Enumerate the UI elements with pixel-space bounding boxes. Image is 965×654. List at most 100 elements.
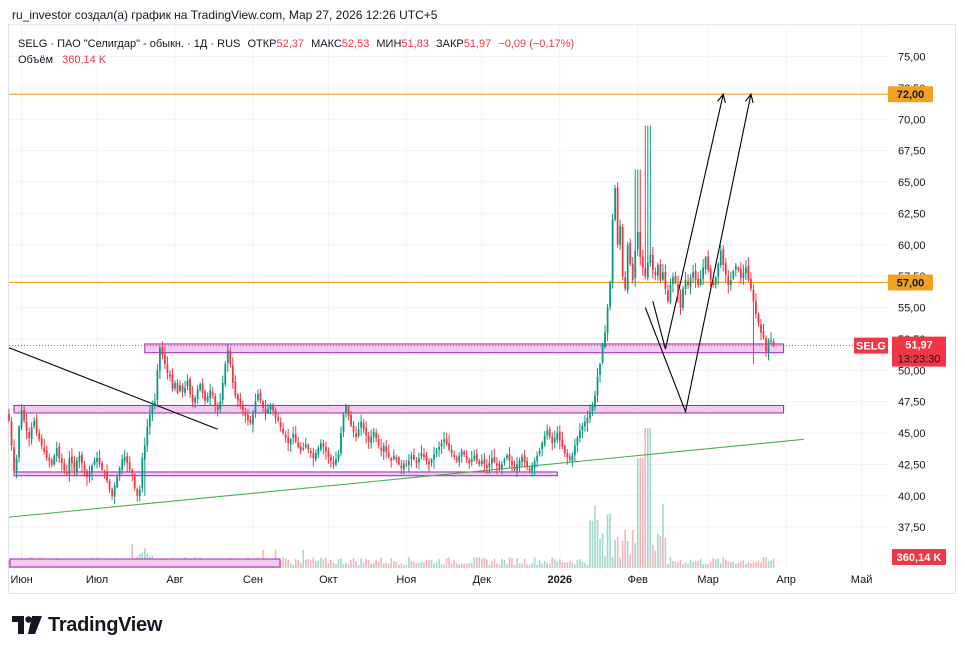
candle-body: [10, 421, 13, 446]
candle-body: [269, 405, 272, 410]
candle-body: [108, 480, 111, 490]
volume-bar: [403, 564, 405, 568]
candle-body: [247, 414, 249, 421]
volume-bar: [372, 562, 375, 568]
tradingview-logo[interactable]: TradingView: [12, 612, 162, 638]
volume-bar: [626, 541, 629, 568]
candle-body: [425, 455, 428, 461]
candle-body: [18, 426, 20, 458]
instrument-name: SELG · ПАО "Селигдар" - обыкн. · 1Д · RU…: [18, 38, 241, 50]
candle-body: [319, 443, 322, 450]
volume-bar: [634, 543, 637, 568]
candle-body: [430, 459, 433, 463]
candle-body: [327, 451, 330, 457]
candle-body: [631, 263, 634, 280]
volume-bar: [561, 562, 564, 568]
candle-body: [138, 489, 141, 497]
candle-body: [166, 364, 169, 373]
support-zone: [13, 404, 785, 414]
candle-body: [732, 271, 735, 279]
candle-body: [767, 340, 770, 353]
candle-body: [249, 420, 252, 424]
candle-body: [20, 410, 23, 428]
volume-bar: [619, 557, 621, 568]
volume-bar: [712, 557, 714, 568]
candle-body: [418, 458, 420, 463]
volume-bar: [493, 558, 496, 568]
candle-body: [762, 331, 765, 338]
volume-bar: [428, 560, 430, 568]
candle-body: [252, 414, 254, 425]
volume-bar: [679, 560, 682, 568]
candle-body: [111, 489, 114, 496]
price-chart[interactable]: 37,5040,0042,5045,0047,5050,0052,5055,00…: [0, 0, 965, 600]
candle-body: [284, 434, 287, 439]
open-value: 52,37: [276, 38, 304, 50]
volume-bar: [433, 564, 435, 568]
y-tick-label: 70,00: [898, 114, 926, 126]
y-tick-label: 42,50: [898, 459, 926, 471]
volume-bar: [335, 564, 337, 568]
candle-body: [357, 429, 360, 437]
volume-bar: [345, 562, 347, 568]
volume-bar: [714, 559, 717, 568]
volume-bar: [606, 514, 609, 568]
last-price-value: 51,97: [905, 340, 933, 352]
candle-body: [707, 256, 710, 270]
volume-bar: [765, 557, 767, 568]
candle-body: [355, 433, 357, 437]
volume-bar: [616, 536, 619, 568]
candle-body: [116, 476, 119, 488]
volume-bar: [423, 562, 425, 568]
volume-bar: [322, 559, 325, 568]
candle-body: [636, 232, 639, 250]
volume-bar: [453, 560, 455, 568]
projection-path: [652, 94, 724, 350]
candle-body: [169, 374, 171, 377]
volume-bar: [717, 558, 720, 568]
volume-bar: [418, 563, 420, 568]
volume-bar: [496, 563, 498, 568]
candle-body: [413, 455, 415, 460]
candle-body: [667, 290, 669, 302]
close-value: 51,97: [463, 38, 492, 50]
candle-body: [372, 431, 375, 437]
volume-bar: [468, 563, 471, 568]
candle-body: [478, 460, 481, 465]
candle-body: [45, 450, 48, 459]
candle-body: [324, 447, 327, 452]
candle-body: [342, 414, 345, 433]
candle-body: [536, 455, 539, 462]
candle-body: [229, 351, 232, 365]
volume-bar: [722, 557, 725, 568]
candle-body: [206, 396, 209, 402]
volume-bar: [684, 562, 687, 568]
candle-body: [611, 219, 614, 284]
candle-body: [322, 443, 325, 447]
open-label: ОТКР: [247, 38, 277, 50]
volume-bar: [546, 562, 549, 568]
volume-bar: [382, 563, 385, 568]
volume-bar: [307, 559, 310, 568]
candle-body: [194, 397, 197, 404]
support-zone: [144, 343, 785, 354]
candle-body: [687, 281, 689, 285]
volume-bar: [687, 563, 689, 568]
candle-body: [601, 345, 604, 363]
volume-bar: [599, 538, 601, 568]
volume-bar: [569, 561, 571, 568]
volume-bar: [488, 564, 491, 568]
volume-bar: [589, 520, 591, 568]
candle-body: [362, 422, 365, 430]
candle-body: [428, 461, 430, 465]
volume-bar: [747, 561, 750, 568]
y-tick-label: 65,00: [898, 177, 926, 189]
candlesticks: [8, 125, 775, 505]
volume-bar: [699, 558, 702, 568]
candle-body: [757, 314, 760, 323]
candle-body: [724, 263, 727, 275]
candle-body: [596, 376, 599, 396]
volume-bar: [629, 554, 632, 568]
volume-bar: [707, 564, 709, 568]
chart-frame[interactable]: [8, 24, 956, 594]
